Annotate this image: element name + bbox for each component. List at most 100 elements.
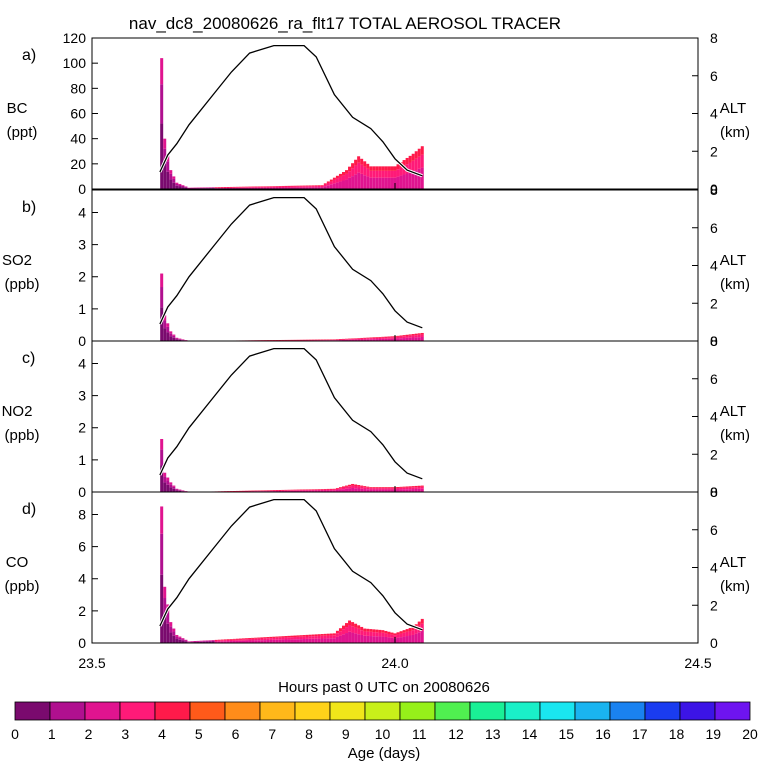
panel-letter: a) — [22, 47, 36, 64]
panel-letter: d) — [22, 501, 36, 518]
concentration-bar — [196, 641, 200, 643]
concentration-bar — [181, 185, 185, 186]
concentration-bar — [169, 331, 173, 334]
colorbar-tick-label: 15 — [558, 726, 574, 742]
concentration-bar — [354, 339, 358, 341]
concentration-bar — [275, 637, 279, 640]
concentration-bar — [178, 339, 182, 340]
concentration-bar — [272, 340, 276, 341]
concentration-bar — [354, 338, 358, 339]
concentration-bar — [266, 640, 270, 643]
colorbar-tick-label: 8 — [305, 726, 313, 742]
concentration-bar — [205, 640, 209, 641]
concentration-bar — [375, 632, 379, 637]
concentration-bar — [317, 489, 321, 490]
concentration-bar — [260, 490, 264, 492]
concentration-bar — [375, 488, 379, 490]
concentration-bar — [299, 339, 303, 341]
concentration-bar — [390, 489, 394, 492]
concentration-bar — [223, 639, 227, 641]
concentration-bar — [257, 340, 261, 341]
y2-tick-label: 0 — [710, 484, 718, 500]
concentration-bar — [163, 482, 167, 492]
y2-tick-label: 2 — [710, 295, 718, 311]
concentration-bar — [317, 635, 321, 639]
concentration-bar — [335, 630, 339, 634]
colorbar-swatch — [49, 701, 86, 721]
concentration-bar — [317, 185, 321, 187]
concentration-bar — [169, 179, 173, 189]
concentration-bar — [314, 638, 318, 643]
concentration-bar — [184, 640, 188, 642]
concentration-bar — [348, 177, 352, 189]
concentration-bar — [378, 636, 382, 643]
concentration-bar — [405, 489, 409, 492]
colorbar-swatch — [679, 701, 716, 721]
concentration-bar — [387, 634, 391, 638]
concentration-bar — [405, 629, 409, 632]
concentration-bar — [275, 186, 279, 188]
concentration-bar — [323, 489, 327, 491]
concentration-bar — [184, 641, 188, 643]
concentration-bar — [390, 338, 394, 341]
concentration-bar — [402, 335, 406, 337]
concentration-bar — [390, 337, 394, 339]
y2-tick-label: 2 — [710, 143, 718, 159]
concentration-bar — [190, 641, 194, 643]
concentration-bar — [275, 186, 279, 187]
y-tick-label: 40 — [70, 131, 86, 147]
concentration-bar — [390, 166, 394, 171]
concentration-bar — [314, 187, 318, 189]
concentration-bar — [172, 178, 176, 183]
concentration-bar — [417, 337, 421, 341]
concentration-bar — [235, 640, 239, 643]
concentration-bar — [263, 340, 267, 341]
concentration-bar — [390, 177, 394, 189]
concentration-bar — [396, 164, 400, 170]
concentration-bar — [272, 187, 276, 189]
concentration-bar — [329, 488, 333, 490]
concentration-bar — [402, 165, 406, 175]
concentration-bar — [357, 338, 361, 339]
concentration-bar — [305, 638, 309, 643]
concentration-bar — [402, 632, 406, 637]
concentration-bar — [290, 490, 294, 491]
concentration-bar — [281, 186, 285, 188]
concentration-bar — [366, 628, 370, 632]
concentration-bar — [417, 333, 421, 335]
concentration-bar — [311, 187, 315, 189]
x-tick-label: 24.5 — [684, 655, 711, 671]
concentration-bar — [360, 338, 364, 340]
concentration-bar — [381, 630, 385, 633]
concentration-bar — [372, 177, 376, 189]
colorbar-tick-label: 5 — [195, 726, 203, 742]
concentration-bar — [272, 636, 276, 638]
concentration-bar — [390, 632, 394, 635]
concentration-bar — [408, 334, 412, 336]
concentration-bar — [375, 337, 379, 338]
concentration-bar — [335, 182, 339, 189]
concentration-bar — [348, 339, 352, 340]
concentration-bar — [375, 337, 379, 340]
concentration-bar — [420, 618, 424, 624]
concentration-bar — [266, 187, 270, 189]
concentration-bar — [232, 186, 236, 188]
concentration-bar — [348, 631, 352, 643]
concentration-bar — [384, 489, 388, 492]
concentration-bar — [175, 182, 179, 184]
concentration-bar — [287, 639, 291, 643]
concentration-bar — [363, 337, 367, 339]
y-tick-label: 3 — [78, 237, 86, 253]
concentration-bar — [290, 635, 294, 638]
concentration-bar — [357, 485, 361, 487]
concentration-bar — [335, 633, 339, 637]
y2-tick-label: 0 — [710, 333, 718, 349]
colorbar-tick-label: 13 — [485, 726, 501, 742]
concentration-bar — [266, 340, 270, 341]
concentration-bar — [402, 174, 406, 189]
concentration-bar — [396, 488, 400, 490]
y-axis-label: CO — [6, 554, 29, 571]
concentration-bar — [178, 636, 182, 638]
concentration-bar — [317, 187, 321, 189]
